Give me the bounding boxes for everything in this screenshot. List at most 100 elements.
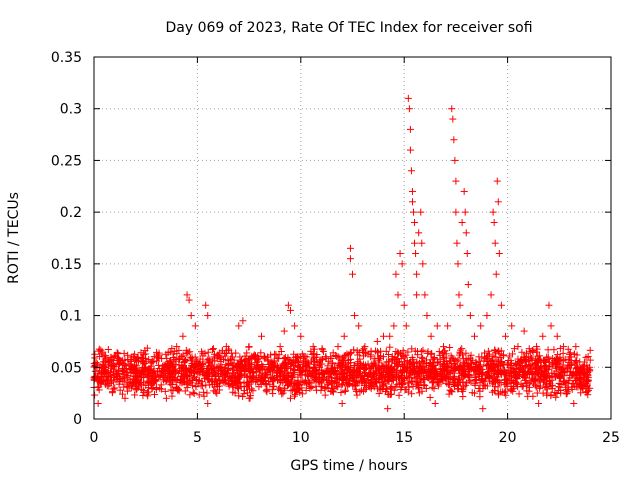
band-point (405, 383, 413, 391)
band-point (345, 351, 353, 359)
band-point (532, 383, 540, 391)
band-point (259, 376, 267, 384)
band-point (446, 370, 454, 378)
band-point (566, 349, 574, 357)
data-point (210, 353, 218, 361)
band-point (129, 380, 137, 388)
band-point (139, 391, 147, 399)
band-point (271, 363, 279, 371)
data-point (444, 322, 452, 330)
band-point (370, 371, 378, 379)
data-point (346, 244, 354, 252)
data-point (334, 343, 342, 351)
band-point (241, 352, 249, 360)
data-point (502, 332, 510, 340)
band-point (200, 388, 208, 396)
band-point (419, 375, 427, 383)
band-point (354, 361, 362, 369)
data-point (162, 394, 170, 402)
band-point (137, 357, 145, 365)
band-point (432, 365, 440, 373)
band-point (106, 372, 114, 380)
band-point (401, 386, 409, 394)
band-point (364, 360, 372, 368)
band-point (95, 383, 103, 391)
band-point (330, 385, 338, 393)
band-point (390, 386, 398, 394)
data-point (419, 260, 427, 268)
data-point (373, 337, 381, 345)
band-point (249, 369, 257, 377)
data-point (462, 229, 470, 237)
band-point (97, 350, 105, 358)
band-point (221, 350, 229, 358)
data-point (487, 291, 495, 299)
band-point (204, 348, 212, 356)
band-point (408, 390, 416, 398)
data-point (526, 353, 534, 361)
data-point (179, 332, 187, 340)
data-point (497, 301, 505, 309)
band-point (277, 378, 285, 386)
data-point (493, 177, 501, 185)
band-point (582, 389, 590, 397)
band-point (338, 356, 346, 364)
band-point (451, 374, 459, 382)
band-point (533, 369, 541, 377)
band-point (561, 367, 569, 375)
data-point (451, 156, 459, 164)
band-point (490, 387, 498, 395)
band-point (329, 349, 337, 357)
band-point (522, 349, 530, 357)
data-point (508, 322, 516, 330)
data-point (235, 322, 243, 330)
band-point (341, 388, 349, 396)
data-point (322, 353, 330, 361)
band-point (405, 372, 413, 380)
data-point (427, 332, 435, 340)
band-point (199, 382, 207, 390)
band-point (339, 376, 347, 384)
data-point (123, 374, 131, 382)
data-point (239, 317, 247, 325)
band-point (377, 386, 385, 394)
band-point (554, 351, 562, 359)
band-point (443, 360, 451, 368)
band-point (152, 386, 160, 394)
grid-layer (94, 57, 611, 419)
data-point (286, 306, 294, 314)
band-point (182, 346, 190, 354)
band-point (566, 361, 574, 369)
band-point (435, 380, 443, 388)
band-point (380, 364, 388, 372)
band-point (179, 351, 187, 359)
band-point (104, 345, 112, 353)
band-point (243, 349, 251, 357)
data-point (346, 255, 354, 263)
band-point (521, 356, 529, 364)
band-point (333, 374, 341, 382)
band-point (233, 362, 241, 370)
band-point (414, 351, 422, 359)
band-point (583, 366, 591, 374)
band-point (441, 372, 449, 380)
band-point (117, 375, 125, 383)
band-point (377, 353, 385, 361)
band-point (269, 382, 277, 390)
band-point (208, 377, 216, 385)
band-point (575, 364, 583, 372)
band-point (267, 367, 275, 375)
band-point (467, 378, 475, 386)
band-point (229, 366, 237, 374)
band-point (347, 355, 355, 363)
band-point (430, 385, 438, 393)
data-point (160, 374, 168, 382)
band-point (277, 365, 285, 373)
band-point (465, 371, 473, 379)
band-point (156, 384, 164, 392)
data-point (251, 353, 259, 361)
band-point (334, 383, 342, 391)
band-point (484, 358, 492, 366)
data-point (479, 405, 487, 413)
band-point (536, 352, 544, 360)
